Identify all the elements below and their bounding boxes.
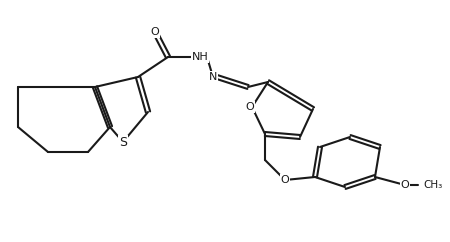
- Text: O: O: [400, 180, 410, 190]
- Text: O: O: [151, 27, 159, 37]
- Text: NH: NH: [192, 52, 208, 62]
- Text: CH₃: CH₃: [423, 180, 442, 190]
- Text: O: O: [281, 175, 289, 185]
- Text: N: N: [209, 72, 217, 82]
- Text: O: O: [246, 102, 254, 112]
- Text: S: S: [119, 136, 127, 149]
